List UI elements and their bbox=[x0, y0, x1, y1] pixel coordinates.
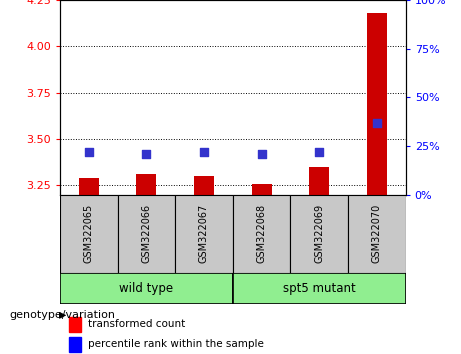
Bar bbox=[194, 176, 214, 195]
Bar bbox=[367, 13, 387, 195]
Text: GSM322070: GSM322070 bbox=[372, 204, 382, 263]
Text: percentile rank within the sample: percentile rank within the sample bbox=[88, 339, 264, 349]
Text: GSM322065: GSM322065 bbox=[84, 204, 94, 263]
Bar bbox=[233, 273, 406, 304]
Bar bbox=[69, 317, 81, 332]
Text: GSM322069: GSM322069 bbox=[314, 204, 324, 263]
Point bbox=[258, 151, 266, 156]
Point bbox=[142, 151, 150, 156]
Text: GSM322067: GSM322067 bbox=[199, 204, 209, 263]
Bar bbox=[348, 195, 406, 273]
Text: GSM322066: GSM322066 bbox=[142, 204, 151, 263]
Bar bbox=[290, 195, 348, 273]
Text: genotype/variation: genotype/variation bbox=[9, 310, 115, 320]
Bar bbox=[79, 178, 99, 195]
Bar bbox=[233, 195, 290, 273]
Text: wild type: wild type bbox=[119, 282, 173, 295]
Text: transformed count: transformed count bbox=[88, 319, 185, 329]
Bar bbox=[136, 174, 156, 195]
Bar bbox=[118, 195, 175, 273]
Point bbox=[200, 149, 207, 155]
Bar bbox=[175, 195, 233, 273]
Bar bbox=[252, 184, 272, 195]
Bar bbox=[309, 167, 329, 195]
Text: spt5 mutant: spt5 mutant bbox=[283, 282, 355, 295]
Bar bbox=[60, 273, 233, 304]
Text: GSM322068: GSM322068 bbox=[257, 204, 266, 263]
Point bbox=[85, 149, 92, 155]
Point bbox=[315, 149, 323, 155]
Point bbox=[373, 120, 381, 125]
Bar bbox=[60, 195, 118, 273]
Bar bbox=[69, 337, 81, 352]
